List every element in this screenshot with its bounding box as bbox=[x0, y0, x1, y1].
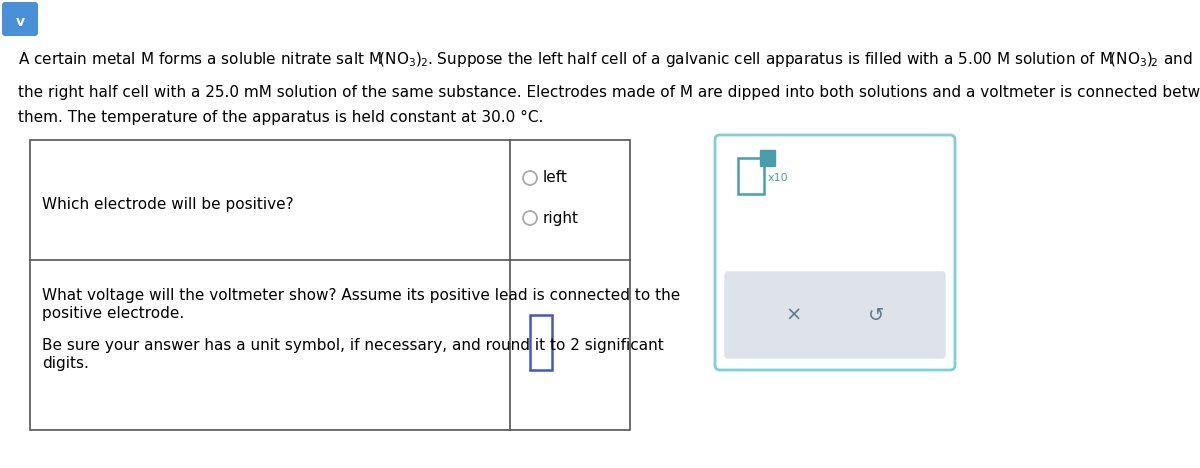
Bar bbox=[760, 150, 775, 166]
Text: A certain metal M forms a soluble nitrate salt M$\!\left(\mathrm{NO_3}\right)_{\: A certain metal M forms a soluble nitrat… bbox=[18, 50, 1193, 69]
Text: the right half cell with a 25.0 mM solution of the same substance. Electrodes ma: the right half cell with a 25.0 mM solut… bbox=[18, 85, 1200, 100]
FancyBboxPatch shape bbox=[715, 135, 955, 370]
Text: v: v bbox=[16, 15, 24, 29]
Text: them. The temperature of the apparatus is held constant at 30.0 °C.: them. The temperature of the apparatus i… bbox=[18, 110, 544, 125]
Text: ↺: ↺ bbox=[869, 306, 884, 324]
Bar bbox=[530, 315, 552, 370]
Bar bbox=[738, 158, 764, 194]
FancyBboxPatch shape bbox=[2, 2, 38, 36]
Text: right: right bbox=[542, 211, 580, 226]
Text: ×: × bbox=[786, 306, 802, 324]
Text: x10: x10 bbox=[768, 173, 788, 183]
Text: What voltage will the voltmeter show? Assume its positive lead is connected to t: What voltage will the voltmeter show? As… bbox=[42, 288, 680, 303]
Text: positive electrode.: positive electrode. bbox=[42, 306, 185, 321]
Bar bbox=[30, 140, 630, 430]
Text: Which electrode will be positive?: Which electrode will be positive? bbox=[42, 197, 294, 212]
FancyBboxPatch shape bbox=[725, 272, 946, 358]
Text: digits.: digits. bbox=[42, 356, 89, 371]
Text: left: left bbox=[542, 170, 568, 185]
Text: Be sure your answer has a unit symbol, if necessary, and round it to 2 significa: Be sure your answer has a unit symbol, i… bbox=[42, 338, 664, 353]
